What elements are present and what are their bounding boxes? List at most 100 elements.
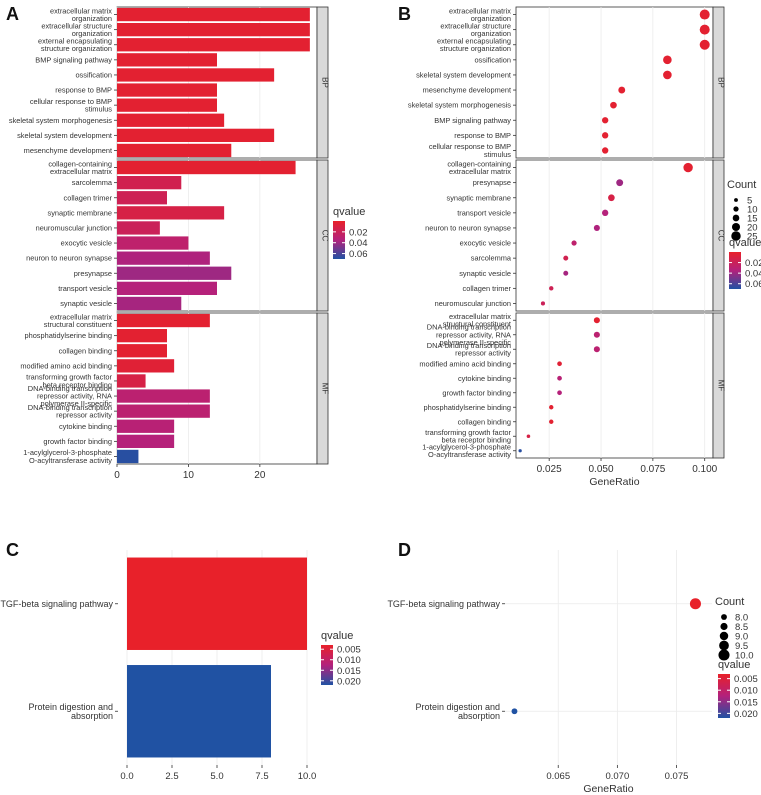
term-label-line: organization	[471, 29, 511, 38]
bar	[127, 665, 271, 758]
bar	[117, 53, 217, 67]
dot	[557, 390, 562, 396]
term-label: Protein digestion and absorption	[28, 702, 113, 721]
term-label: neuron to neuron synapse	[26, 254, 112, 263]
term-label: synaptic vesicle	[459, 269, 511, 278]
bar	[117, 374, 146, 388]
dot	[526, 434, 531, 439]
term-label-line: organization	[471, 14, 511, 23]
term-label: skeletal system development	[416, 71, 511, 80]
dot	[593, 331, 600, 338]
term-label: 1-acylglycerol-3-phosphate O-acyltransfer…	[422, 443, 511, 460]
facet-panel	[515, 312, 714, 459]
bar	[117, 281, 217, 295]
bar	[117, 389, 210, 403]
qvalue-tick-label: 0.020	[337, 676, 361, 687]
term-label: transport vesicle	[457, 208, 511, 217]
bar	[117, 143, 232, 158]
qvalue-tick-label: 0.06	[745, 279, 761, 290]
count-legend-dot	[719, 640, 729, 651]
term-label: external encapsulating structure organiza…	[38, 37, 112, 54]
term-label: ossification	[474, 55, 511, 64]
term-label: external encapsulating structure organiza…	[437, 37, 511, 54]
term-label: skeletal system morphogenesis	[9, 116, 112, 125]
x-tick-label: 10.0	[298, 771, 317, 782]
qvalue-tick-label: 0.005	[734, 674, 758, 685]
dot	[563, 255, 569, 261]
term-label-line: exocytic vesicle	[460, 239, 511, 248]
term-label-line: DNA-binding transcription	[427, 323, 511, 332]
count-legend-dot	[720, 622, 728, 631]
term-label-line: synaptic membrane	[447, 193, 512, 202]
dot	[557, 375, 562, 381]
term-label: collagen trimer	[463, 284, 512, 293]
facet-strip	[712, 6, 725, 159]
qvalue-legend-title: qvalue	[321, 630, 353, 642]
term-label-line: structural constituent	[44, 320, 112, 329]
term-label-line: response to BMP	[55, 86, 112, 95]
term-label-line: polymerase II-specific	[41, 399, 113, 408]
term-label: synaptic membrane	[48, 208, 113, 217]
facet-strip-label: CC	[321, 230, 330, 242]
term-label: collagen-containing extracellular matrix	[48, 159, 112, 176]
qvalue-legend-title: qvalue	[718, 659, 750, 671]
term-label-line: extracellular matrix	[449, 312, 511, 321]
count-legend-label: 5	[747, 196, 752, 207]
panel-label-d: D	[398, 540, 411, 560]
term-label-line: Protein digestion and	[28, 702, 113, 712]
x-tick-label: 7.5	[255, 771, 268, 782]
term-label-line: neuromuscular junction	[36, 224, 112, 233]
facet-strip-label: BP	[717, 77, 726, 88]
term-label: extracellular structure organization	[440, 21, 511, 38]
qvalue-tick-label: 0.010	[734, 686, 758, 697]
term-label: collagen trimer	[64, 193, 113, 202]
facet-panel	[515, 159, 714, 312]
term-label: cytokine binding	[59, 422, 112, 431]
x-tick-label: 2.5	[165, 771, 178, 782]
term-label-line: neuron to neuron synapse	[26, 254, 112, 263]
count-legend-dot	[731, 222, 741, 232]
count-legend-dot	[718, 649, 730, 661]
term-label: extracellular matrix organization	[50, 6, 112, 23]
term-label-line: stimulus	[484, 150, 511, 159]
qvalue-legend-title: qvalue	[333, 206, 365, 218]
count-legend-label: 15	[747, 214, 758, 225]
bar	[117, 404, 210, 418]
term-label-line: transforming growth factor	[425, 428, 511, 437]
term-label-line: repressor activity, RNA	[436, 330, 511, 339]
term-label-line: structure organization	[440, 44, 511, 53]
term-label-line: external encapsulating	[437, 37, 511, 46]
x-tick-label: 0.070	[605, 771, 629, 782]
dot	[618, 86, 626, 94]
count-legend-label: 20	[747, 223, 758, 234]
bar	[117, 236, 189, 250]
facet-strip	[316, 159, 329, 312]
count-legend-dot	[721, 614, 727, 620]
term-label-line: structure organization	[41, 44, 112, 53]
bar	[117, 128, 275, 142]
term-label-line: extracellular matrix	[50, 312, 112, 321]
dot	[593, 224, 600, 231]
term-label: DNA-binding transcription repressor activ…	[28, 384, 113, 408]
term-label-line: Protein digestion and	[415, 702, 500, 712]
term-label: neuromuscular junction	[435, 299, 511, 308]
term-label-line: transport vesicle	[58, 284, 112, 293]
bar	[117, 434, 175, 448]
term-label-line: DNA-binding transcription	[427, 341, 511, 350]
term-label: cellular response to BMP stimulus	[30, 97, 112, 114]
term-label-line: transport vesicle	[457, 208, 511, 217]
x-tick-label: 0.075	[665, 771, 689, 782]
bar	[127, 557, 307, 650]
bar	[117, 251, 210, 265]
dot	[663, 55, 672, 65]
term-label-line: DNA-binding transcription	[28, 384, 112, 393]
count-legend-label: 25	[747, 232, 758, 243]
term-label: collagen binding	[59, 346, 112, 355]
dot	[616, 179, 624, 187]
term-label: cellular response to BMP stimulus	[429, 142, 511, 159]
term-label: sarcolemma	[471, 254, 512, 263]
dot	[699, 24, 710, 35]
term-label-line: 1-acylglycerol-3-phosphate	[23, 448, 112, 457]
dot	[563, 270, 569, 276]
qvalue-colorbar	[729, 252, 741, 289]
